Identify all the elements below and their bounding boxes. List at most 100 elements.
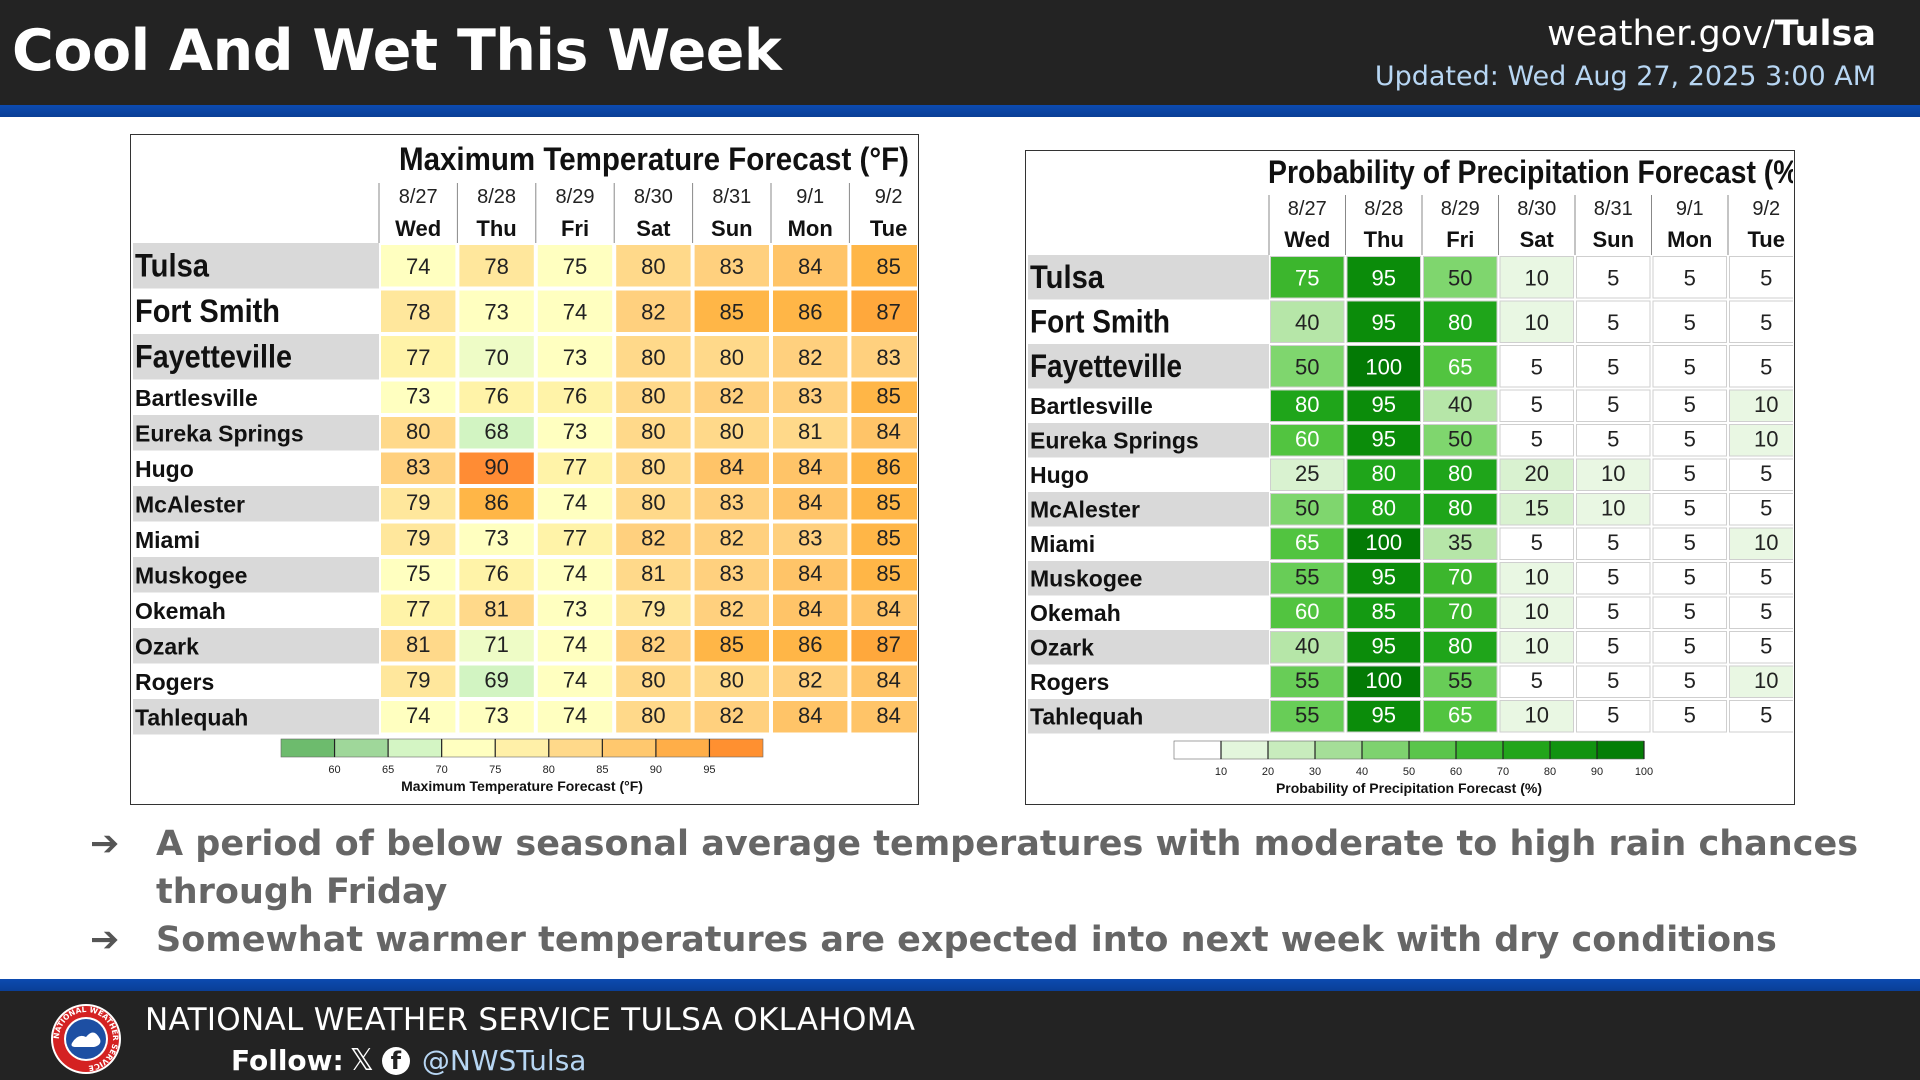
colorbar-label: Probability of Precipitation Forecast (%… xyxy=(1276,780,1542,796)
heatmap-cell xyxy=(1729,345,1793,388)
row-label: Hugo xyxy=(135,456,194,482)
row-label-bg xyxy=(133,243,379,289)
colorbar-segment xyxy=(1361,740,1410,760)
heatmap-cell xyxy=(615,244,692,288)
cell-value: 5 xyxy=(1684,354,1696,379)
cell-value: 55 xyxy=(1295,564,1319,589)
heatmap-cell xyxy=(772,289,849,333)
cell-value: 5 xyxy=(1760,702,1772,727)
colorbar-segment xyxy=(441,738,496,758)
column-date: 9/1 xyxy=(1676,198,1704,220)
cell-value: 78 xyxy=(484,254,508,279)
cell-value: 80 xyxy=(720,668,744,693)
cell-value: 75 xyxy=(1295,265,1319,290)
site-link[interactable]: weather.gov/Tulsa xyxy=(1547,14,1876,54)
cell-value: 95 xyxy=(1372,564,1396,589)
column-date: 8/29 xyxy=(1441,198,1480,220)
heatmap-cell xyxy=(458,335,535,379)
cell-value: 5 xyxy=(1607,265,1619,290)
facebook-icon[interactable]: f xyxy=(381,1046,410,1075)
cell-value: 5 xyxy=(1607,392,1619,417)
cell-value: 5 xyxy=(1684,530,1696,555)
cell-value: 5 xyxy=(1607,599,1619,624)
cell-value: 77 xyxy=(563,526,587,551)
column-day: Sat xyxy=(1520,227,1555,252)
colorbar-tick-label: 20 xyxy=(1262,766,1274,778)
cell-value: 83 xyxy=(876,345,900,370)
heatmap-cell xyxy=(1499,256,1574,299)
heatmap-cell xyxy=(693,487,770,521)
column-date: 8/30 xyxy=(634,186,673,208)
cell-value: 80 xyxy=(641,254,665,279)
cell-value: 5 xyxy=(1531,668,1543,693)
cell-value: 70 xyxy=(1448,599,1472,624)
cell-value: 100 xyxy=(1365,668,1402,693)
heatmap-cell xyxy=(1729,665,1793,698)
arrow-icon: ➔ xyxy=(90,920,120,960)
heatmap-cell xyxy=(693,451,770,485)
heatmap-cell xyxy=(380,664,457,698)
heatmap-cell xyxy=(1499,389,1574,422)
x-icon[interactable]: 𝕏 xyxy=(349,1043,374,1078)
heatmap-cell xyxy=(1652,424,1727,457)
heatmap-cell xyxy=(772,664,849,698)
heatmap-cell xyxy=(536,664,614,698)
row-label: Ozark xyxy=(1030,635,1094,661)
column-day: Mon xyxy=(1667,227,1712,252)
heatmap-cell xyxy=(1423,389,1498,422)
cell-value: 74 xyxy=(563,299,587,324)
colorbar-segment xyxy=(280,738,335,758)
heatmap-cell xyxy=(772,700,849,734)
heatmap-cell xyxy=(1652,665,1727,698)
social-handle[interactable]: @NWSTulsa xyxy=(421,1044,587,1077)
heatmap-cell xyxy=(615,487,692,521)
heatmap-cell xyxy=(1576,256,1651,299)
cell-value: 76 xyxy=(484,384,508,409)
row-label-bg xyxy=(133,415,379,451)
cell-value: 75 xyxy=(563,254,587,279)
cell-value: 5 xyxy=(1760,310,1772,335)
heatmap-cell xyxy=(693,289,770,333)
heatmap-cell xyxy=(1270,493,1345,526)
row-label: Tahlequah xyxy=(1030,704,1143,730)
heatmap-cell xyxy=(850,416,917,450)
cell-value: 80 xyxy=(641,668,665,693)
heatmap-cell xyxy=(772,380,849,414)
cell-value: 95 xyxy=(1372,265,1396,290)
heatmap-cell xyxy=(536,289,614,333)
heatmap-cell xyxy=(1499,665,1574,698)
cell-value: 86 xyxy=(876,455,900,480)
heatmap-cell xyxy=(1346,596,1421,629)
heatmap-cell xyxy=(615,700,692,734)
cell-value: 5 xyxy=(1684,392,1696,417)
cell-value: 10 xyxy=(1754,530,1778,555)
heatmap-cell xyxy=(1346,256,1421,299)
heatmap-cell xyxy=(458,416,535,450)
heatmap-cell xyxy=(615,335,692,379)
cell-value: 5 xyxy=(1684,265,1696,290)
cell-value: 79 xyxy=(406,526,430,551)
row-label: Muskogee xyxy=(1030,566,1142,592)
row-label-bg xyxy=(1028,561,1269,596)
heatmap-cell xyxy=(380,593,457,627)
colorbar-tick-label: 40 xyxy=(1356,766,1368,778)
row-label-bg xyxy=(133,628,379,664)
cell-value: 82 xyxy=(641,299,665,324)
colorbar-tick-label: 65 xyxy=(382,764,394,776)
heatmap-cell xyxy=(1652,631,1727,664)
cell-value: 100 xyxy=(1365,530,1402,555)
heatmap-cell xyxy=(380,629,457,663)
cell-value: 50 xyxy=(1295,495,1319,520)
temperature-forecast-panel: Maximum Temperature Forecast (°F) 8/27 Wed… xyxy=(130,134,919,805)
precipitation-forecast-chart: Probability of Precipitation Forecast (%… xyxy=(1028,154,1793,796)
cell-value: 95 xyxy=(1372,633,1396,658)
heatmap-cell xyxy=(1499,300,1574,343)
bullet-item: ➔ Somewhat warmer temperatures are expec… xyxy=(90,916,1900,964)
heatmap-cell xyxy=(1499,562,1574,595)
heatmap-cell xyxy=(693,558,770,592)
cell-value: 74 xyxy=(406,703,430,728)
column-day: Wed xyxy=(395,216,441,241)
heatmap-cell xyxy=(1423,424,1498,457)
cell-value: 74 xyxy=(563,490,587,515)
